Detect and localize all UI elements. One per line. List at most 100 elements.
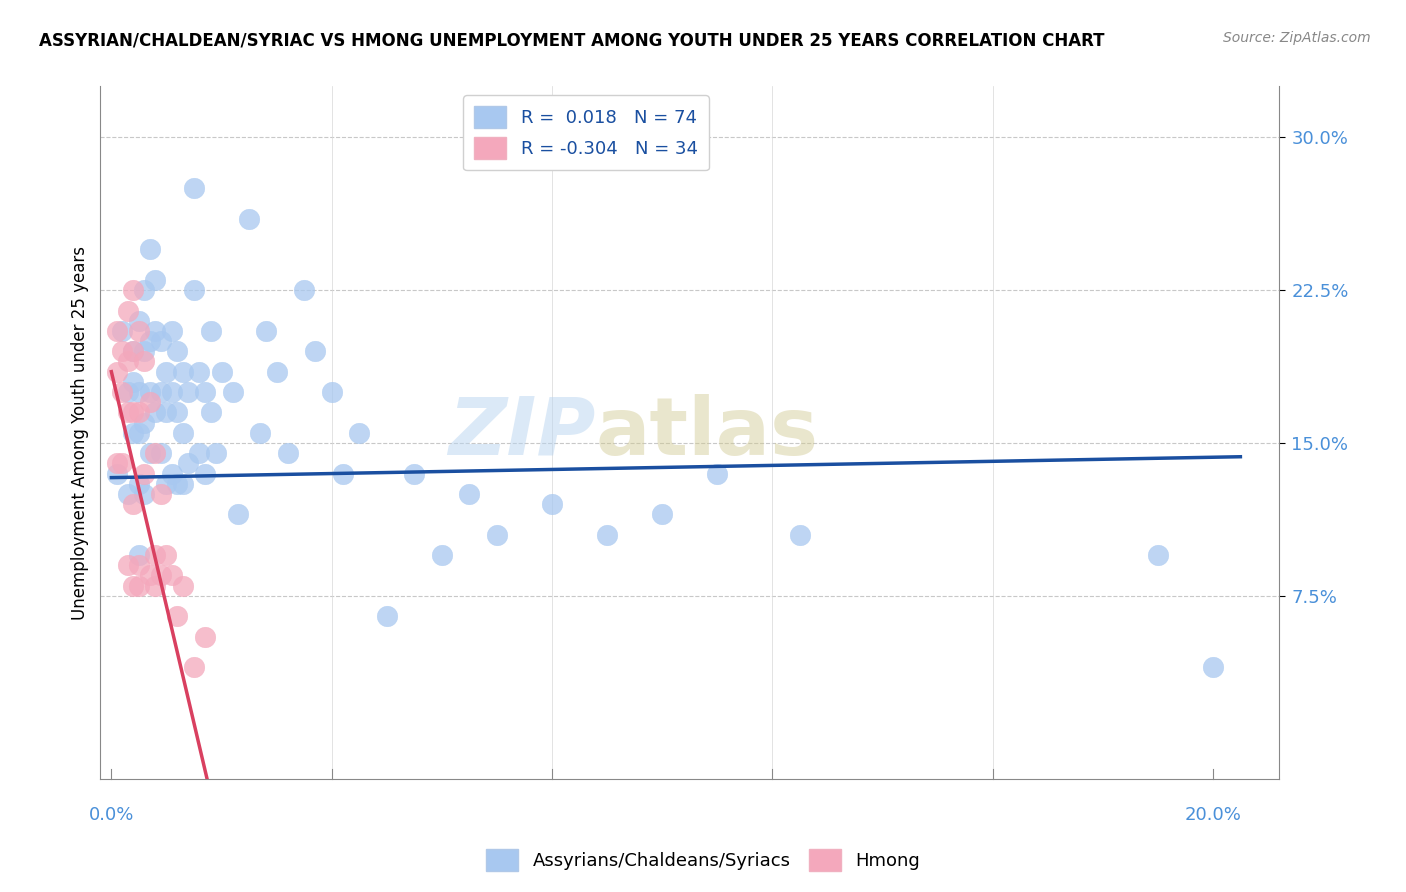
Point <box>149 446 172 460</box>
Text: ZIP: ZIP <box>449 393 595 472</box>
Point <box>375 609 398 624</box>
Point <box>541 497 564 511</box>
Point <box>117 384 139 399</box>
Point <box>128 579 150 593</box>
Point <box>172 365 194 379</box>
Point <box>139 384 162 399</box>
Point <box>332 467 354 481</box>
Point <box>111 344 134 359</box>
Point <box>155 405 177 419</box>
Point <box>128 558 150 573</box>
Point <box>277 446 299 460</box>
Point <box>1146 548 1168 562</box>
Point <box>128 384 150 399</box>
Point <box>321 384 343 399</box>
Point <box>194 384 217 399</box>
Point <box>458 487 481 501</box>
Point <box>105 324 128 338</box>
Legend: R =  0.018   N = 74, R = -0.304   N = 34: R = 0.018 N = 74, R = -0.304 N = 34 <box>463 95 709 170</box>
Point <box>706 467 728 481</box>
Point <box>139 446 162 460</box>
Point <box>128 405 150 419</box>
Point <box>166 344 188 359</box>
Point <box>183 660 205 674</box>
Point <box>145 324 167 338</box>
Point <box>122 405 145 419</box>
Point <box>266 365 288 379</box>
Point <box>117 354 139 368</box>
Point <box>188 446 211 460</box>
Point <box>111 456 134 470</box>
Point <box>117 405 139 419</box>
Point <box>160 384 183 399</box>
Point <box>651 508 673 522</box>
Point <box>145 548 167 562</box>
Point <box>149 568 172 582</box>
Point <box>249 425 271 440</box>
Text: 20.0%: 20.0% <box>1184 805 1241 823</box>
Point <box>122 425 145 440</box>
Point <box>172 425 194 440</box>
Point <box>789 527 811 541</box>
Point <box>134 487 156 501</box>
Point <box>221 384 243 399</box>
Point <box>194 467 217 481</box>
Point <box>596 527 619 541</box>
Point <box>188 365 211 379</box>
Point <box>145 446 167 460</box>
Point <box>134 354 156 368</box>
Point <box>128 324 150 338</box>
Text: 0.0%: 0.0% <box>89 805 134 823</box>
Point <box>160 324 183 338</box>
Point <box>149 487 172 501</box>
Point <box>226 508 249 522</box>
Point <box>134 416 156 430</box>
Point <box>139 568 162 582</box>
Point <box>254 324 277 338</box>
Point <box>122 579 145 593</box>
Point <box>211 365 233 379</box>
Point <box>117 558 139 573</box>
Point <box>430 548 453 562</box>
Point <box>134 344 156 359</box>
Point <box>122 344 145 359</box>
Legend: Assyrians/Chaldeans/Syriacs, Hmong: Assyrians/Chaldeans/Syriacs, Hmong <box>478 842 928 879</box>
Point <box>105 365 128 379</box>
Point <box>183 283 205 297</box>
Point <box>128 476 150 491</box>
Point <box>177 384 200 399</box>
Point <box>145 579 167 593</box>
Point <box>128 548 150 562</box>
Point <box>347 425 370 440</box>
Point <box>111 384 134 399</box>
Y-axis label: Unemployment Among Youth under 25 years: Unemployment Among Youth under 25 years <box>72 246 89 620</box>
Point <box>238 211 260 226</box>
Point <box>292 283 315 297</box>
Point <box>139 243 162 257</box>
Point <box>105 467 128 481</box>
Point <box>200 324 222 338</box>
Point <box>404 467 426 481</box>
Point <box>155 476 177 491</box>
Point <box>122 497 145 511</box>
Point <box>128 425 150 440</box>
Text: Source: ZipAtlas.com: Source: ZipAtlas.com <box>1223 31 1371 45</box>
Point <box>172 476 194 491</box>
Point <box>105 456 128 470</box>
Point <box>166 476 188 491</box>
Point <box>122 375 145 389</box>
Point <box>145 405 167 419</box>
Text: ASSYRIAN/CHALDEAN/SYRIAC VS HMONG UNEMPLOYMENT AMONG YOUTH UNDER 25 YEARS CORREL: ASSYRIAN/CHALDEAN/SYRIAC VS HMONG UNEMPL… <box>39 31 1105 49</box>
Point <box>1202 660 1225 674</box>
Text: atlas: atlas <box>595 393 818 472</box>
Point <box>117 303 139 318</box>
Point <box>485 527 508 541</box>
Point <box>172 579 194 593</box>
Point <box>145 273 167 287</box>
Point <box>200 405 222 419</box>
Point <box>149 334 172 348</box>
Point <box>128 314 150 328</box>
Point <box>122 283 145 297</box>
Point <box>166 405 188 419</box>
Point <box>155 365 177 379</box>
